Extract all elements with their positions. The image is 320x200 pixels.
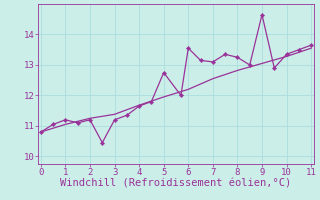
X-axis label: Windchill (Refroidissement éolien,°C): Windchill (Refroidissement éolien,°C) <box>60 179 292 189</box>
